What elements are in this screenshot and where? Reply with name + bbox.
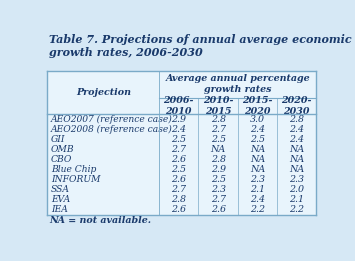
Text: 2.8: 2.8 [171,195,186,204]
Text: 2.8: 2.8 [211,155,225,164]
Text: 2.4: 2.4 [289,135,304,144]
Text: AEO2007 (reference case): AEO2007 (reference case) [51,115,173,124]
Text: NA: NA [211,145,226,154]
Text: 2.9: 2.9 [211,165,225,174]
Text: 2.6: 2.6 [171,155,186,164]
Text: NA: NA [289,155,304,164]
Text: 2.0: 2.0 [289,185,304,194]
Text: 2.1: 2.1 [250,185,265,194]
Text: 2.4: 2.4 [250,195,265,204]
Text: NA: NA [250,165,265,174]
Text: 2.3: 2.3 [211,185,225,194]
Text: 2.3: 2.3 [250,175,265,184]
Text: 2.9: 2.9 [171,115,186,124]
Text: 2.7: 2.7 [171,185,186,194]
Text: AEO2008 (reference case): AEO2008 (reference case) [51,125,173,134]
Text: Projection: Projection [76,88,131,97]
Text: 2.6: 2.6 [171,175,186,184]
Text: 2.6: 2.6 [171,205,186,214]
Text: 3.0: 3.0 [250,115,265,124]
Text: 2010-
2015: 2010- 2015 [203,96,233,116]
Text: 2.7: 2.7 [211,195,225,204]
Text: 2020-
2030: 2020- 2030 [282,96,312,116]
Text: 2.2: 2.2 [289,205,304,214]
Text: 2.1: 2.1 [289,195,304,204]
Text: IEA: IEA [51,205,68,214]
Text: 2.8: 2.8 [211,115,225,124]
Text: Blue Chip: Blue Chip [51,165,96,174]
Text: 2.4: 2.4 [289,125,304,134]
Text: NA: NA [250,145,265,154]
Text: EVA: EVA [51,195,70,204]
Text: 2.8: 2.8 [289,115,304,124]
Text: 2.5: 2.5 [171,135,186,144]
Text: 2.4: 2.4 [171,125,186,134]
Text: SSA: SSA [51,185,70,194]
Text: OMB: OMB [51,145,75,154]
Text: 2.7: 2.7 [171,145,186,154]
Text: 2006-
2010: 2006- 2010 [164,96,194,116]
Text: Table 7. Projections of annual average economic
growth rates, 2006-2030: Table 7. Projections of annual average e… [49,34,351,58]
Text: 2.5: 2.5 [211,135,225,144]
Text: 2.5: 2.5 [250,135,265,144]
Text: NA = not available.: NA = not available. [49,216,151,225]
Bar [48,71,316,215]
Text: 2.3: 2.3 [289,175,304,184]
Text: 2.6: 2.6 [211,205,225,214]
Text: 2015-
2020: 2015- 2020 [242,96,273,116]
Text: INFORUM: INFORUM [51,175,100,184]
Text: 2.5: 2.5 [171,165,186,174]
Text: 2.2: 2.2 [250,205,265,214]
Text: Average annual percentage
growth rates: Average annual percentage growth rates [165,74,310,94]
Text: NA: NA [289,165,304,174]
Text: 2.7: 2.7 [211,125,225,134]
Text: NA: NA [289,145,304,154]
Text: CBO: CBO [51,155,72,164]
Text: 2.5: 2.5 [211,175,225,184]
Text: 2.4: 2.4 [250,125,265,134]
Text: GII: GII [51,135,65,144]
Text: NA: NA [250,155,265,164]
